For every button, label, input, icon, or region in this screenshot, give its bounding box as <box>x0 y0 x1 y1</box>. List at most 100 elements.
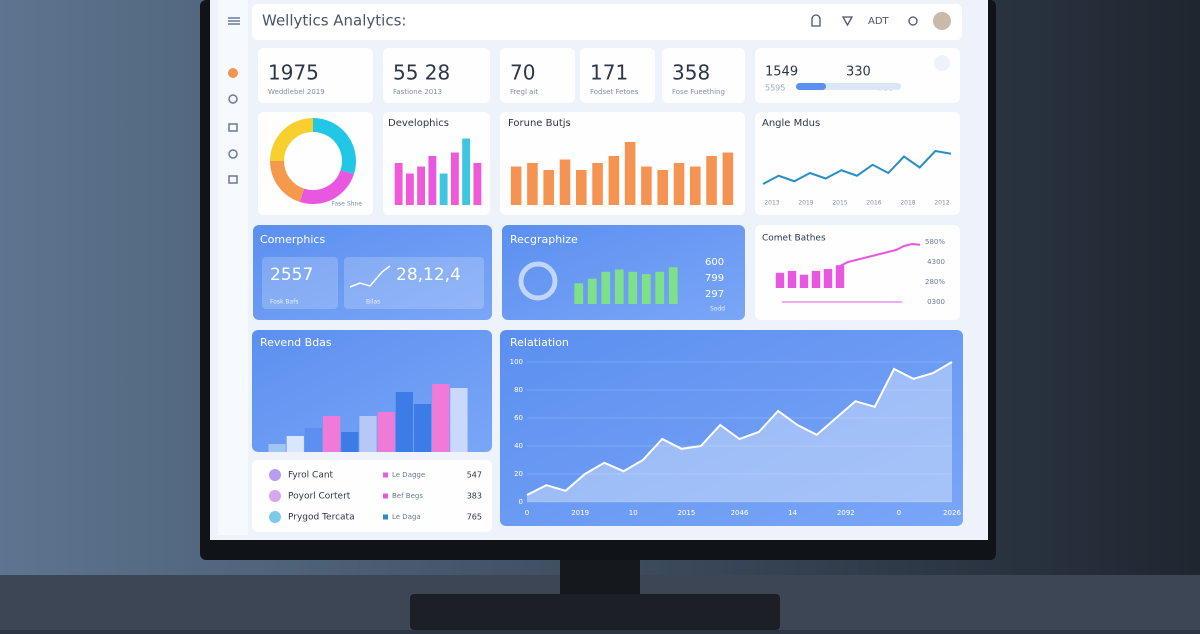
metric-value: 2557 <box>270 265 313 285</box>
tag-dot <box>383 514 388 520</box>
right-label: 280% <box>925 278 945 286</box>
x-tick-label: 10 <box>629 509 638 517</box>
bar <box>394 163 403 205</box>
settings-icon[interactable] <box>908 16 918 26</box>
card <box>253 225 492 320</box>
donut-segment <box>299 169 354 204</box>
sidebar <box>218 0 248 535</box>
card-title: Comerphics <box>260 233 325 246</box>
bell-icon[interactable] <box>811 14 821 27</box>
stand-base <box>410 594 780 630</box>
filter-icon[interactable] <box>841 16 854 27</box>
bar <box>575 170 587 205</box>
bar <box>417 166 426 205</box>
nav-icon[interactable] <box>228 175 238 184</box>
bar <box>450 388 468 452</box>
bar <box>323 416 341 452</box>
x-tick-label: 2015 <box>677 509 695 517</box>
card <box>500 330 963 526</box>
metric-sub: Fosk Bafs <box>270 299 298 306</box>
bar <box>722 152 734 205</box>
next-button[interactable] <box>934 55 950 71</box>
header-title: Wellytics Analytics: <box>262 12 406 30</box>
bar <box>835 265 845 288</box>
x-tick-label: 0 <box>525 509 529 517</box>
bar <box>641 274 651 304</box>
bar <box>706 156 717 205</box>
bar <box>405 173 414 205</box>
list-tag: Le Daga <box>392 513 421 521</box>
x-tick-label: 2018 <box>900 200 915 207</box>
card <box>662 48 745 103</box>
bar <box>527 163 538 205</box>
nav-icon[interactable] <box>228 94 238 104</box>
progress-value: 330 <box>846 65 871 80</box>
right-label: 0300 <box>927 298 945 306</box>
bar <box>543 170 555 205</box>
bar <box>286 436 304 452</box>
bar <box>689 166 701 205</box>
area <box>527 362 952 502</box>
stat-label: Fose Fueething <box>672 88 725 96</box>
stat-value: 1975 <box>268 61 319 85</box>
nav-icon[interactable] <box>228 68 238 78</box>
x-tick-label: 2019 <box>798 200 813 207</box>
bar <box>473 163 482 205</box>
donut-label: Fase Shne <box>332 201 363 208</box>
card-title: Revend Bdas <box>260 336 332 349</box>
donut-segment <box>312 118 356 175</box>
x-tick-label: 2012 <box>934 200 949 207</box>
bar <box>574 283 584 304</box>
list-value: 383 <box>467 492 482 501</box>
bar <box>413 404 432 452</box>
stat-label: Weddlebel 2019 <box>268 88 325 96</box>
x-tick-label: 2016 <box>866 200 881 207</box>
bar <box>614 269 624 304</box>
bar <box>641 166 652 205</box>
inner-card <box>262 257 338 309</box>
card-title: Develophics <box>388 118 449 129</box>
y-tick-label: 60 <box>514 414 523 422</box>
y-tick-label: 100 <box>510 358 523 366</box>
x-tick-label: 2046 <box>731 509 749 517</box>
bar <box>655 271 665 304</box>
menu-icon[interactable] <box>228 17 240 25</box>
header-bar <box>252 4 962 40</box>
list-name: Poyorl Cortert <box>288 492 351 502</box>
nav-icon[interactable] <box>228 123 238 132</box>
bar <box>673 163 685 205</box>
list-value: 765 <box>467 513 482 522</box>
bar <box>775 272 785 288</box>
progress-fill <box>796 83 826 90</box>
card <box>755 112 960 215</box>
bar <box>592 163 603 205</box>
y-tick-label: 80 <box>514 386 523 394</box>
bar <box>811 270 821 288</box>
bar <box>624 142 636 205</box>
bar <box>450 152 459 205</box>
card-title: Recgraphize <box>510 233 578 246</box>
list-name: Prygod Tercata <box>288 513 355 523</box>
side-value: 600 <box>705 257 724 268</box>
bar <box>428 156 437 205</box>
bar <box>395 392 413 452</box>
bar <box>587 278 597 304</box>
stat-value: 55 28 <box>393 61 450 85</box>
user-name[interactable]: ADT <box>868 16 890 27</box>
y-tick-label: 0 <box>519 498 523 506</box>
bar <box>799 274 809 288</box>
stat-label: Fodset Fetoes <box>590 88 639 96</box>
card-title: Angle Mdus <box>762 118 820 129</box>
avatar[interactable] <box>933 12 951 30</box>
card-title: Forune Butjs <box>508 118 571 129</box>
nav-icon[interactable] <box>228 149 238 159</box>
bar <box>304 428 323 452</box>
sidebar-icons <box>228 17 240 184</box>
list-tag: Bef Begs <box>392 492 423 500</box>
progress-value: 1549 <box>765 65 798 80</box>
x-tick-label: 2013 <box>764 200 779 207</box>
card-title: Comet Bathes <box>762 234 826 244</box>
progress-sub: 5595 <box>765 84 785 93</box>
right-label: 580% <box>925 238 945 246</box>
bar <box>823 269 833 288</box>
